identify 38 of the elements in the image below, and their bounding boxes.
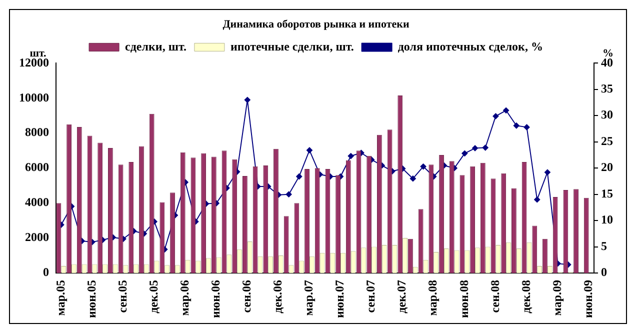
y2-tick-label: 25 — [601, 134, 613, 148]
legend-label: доля ипотечных сделок, % — [398, 39, 543, 54]
y-tick-label: 8000 — [25, 125, 49, 140]
x-tick-label: дек.05 — [146, 280, 160, 314]
y2-tick-label: 30 — [601, 108, 613, 122]
y-axis-title: шт. — [30, 48, 47, 60]
y2-axis-title: % — [602, 48, 614, 60]
x-tick-label: июн.09 — [580, 280, 595, 318]
x-tick-label: мар.09 — [550, 280, 564, 316]
x-tick-label: дек.07 — [394, 280, 409, 314]
x-tick-label: дек.08 — [518, 280, 533, 314]
x-tick-label: мар.07 — [302, 280, 316, 316]
legend-label: ипотечные сделки, шт. — [230, 39, 354, 54]
legend-label: сделки, шт. — [125, 39, 186, 54]
y-tick-label: 4000 — [25, 195, 49, 210]
y-tick-label: 2000 — [25, 230, 49, 244]
y-tick-label: 0 — [43, 265, 49, 280]
y-tick-label: 10000 — [19, 90, 49, 104]
chart-title: Динамика оборотов рынка и ипотеки — [222, 18, 410, 30]
x-tick-label: дек.06 — [270, 280, 285, 314]
x-tick-label: сен.07 — [364, 280, 378, 313]
y2-tick-label: 5 — [601, 238, 607, 253]
x-tick-label: сен.06 — [240, 280, 254, 313]
y2-tick-label: 15 — [601, 186, 613, 200]
x-tick-label: мар.06 — [177, 280, 192, 316]
y-tick-label: 6000 — [25, 160, 49, 174]
x-tick-label: сен.05 — [115, 280, 130, 313]
x-tick-label: мар.08 — [426, 280, 440, 316]
y2-tick-label: 35 — [601, 82, 613, 96]
x-tick-label: июн.07 — [332, 280, 347, 318]
x-tick-label: мар.05 — [53, 280, 68, 316]
x-tick-label: июн.06 — [208, 280, 222, 318]
y2-tick-label: 0 — [601, 265, 607, 280]
y2-tick-label: 20 — [601, 160, 613, 174]
x-tick-label: сен.08 — [488, 280, 502, 313]
y2-tick-label: 10 — [601, 212, 613, 227]
x-tick-label: июн.05 — [84, 280, 98, 318]
x-tick-label: июн.08 — [456, 280, 471, 318]
